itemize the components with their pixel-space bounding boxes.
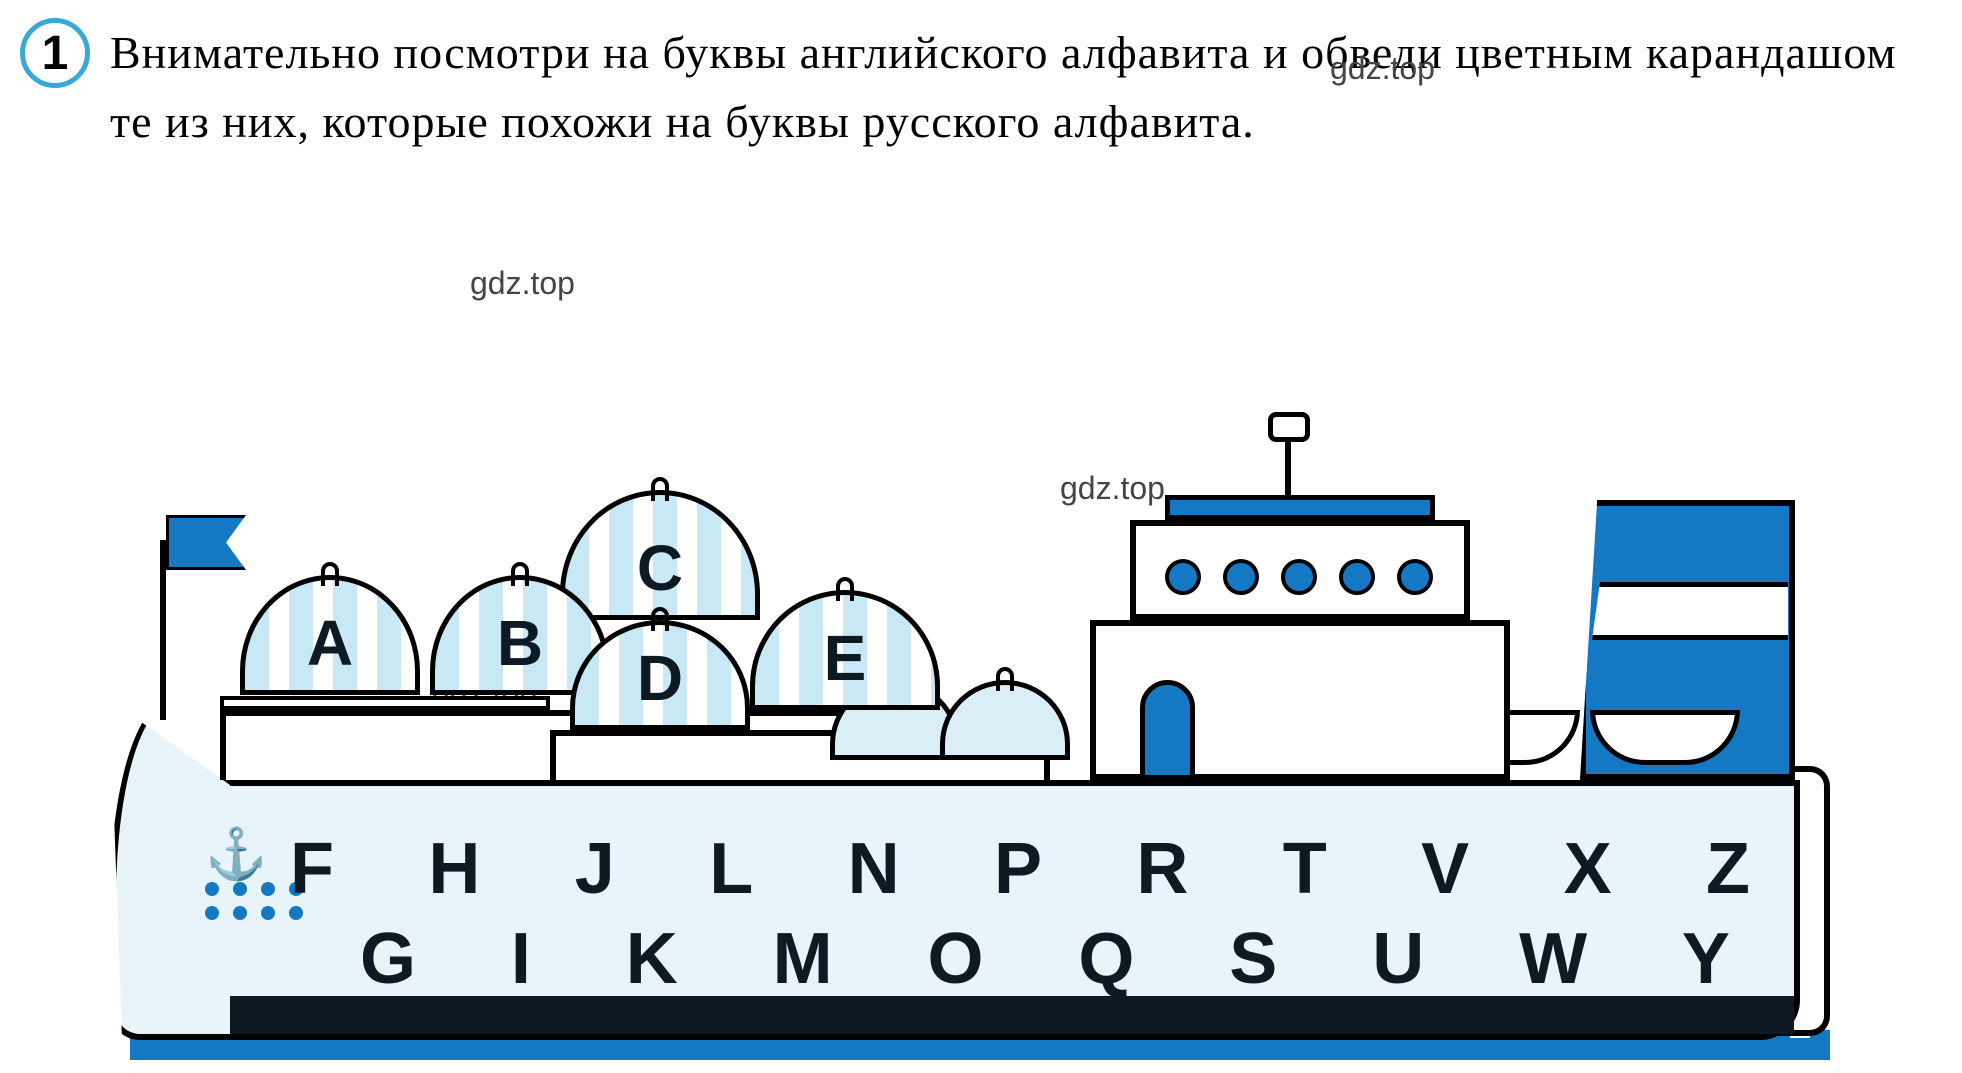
letter: Z	[1706, 828, 1750, 910]
letter: J	[575, 828, 615, 910]
cargo-dome	[940, 680, 1070, 760]
letter: L	[709, 828, 753, 910]
letter: Y	[1682, 918, 1730, 1000]
letter: D	[637, 641, 683, 715]
letter: T	[1283, 828, 1327, 910]
port-holes	[205, 882, 303, 920]
instruction-text: Внимательно посмотри на буквы английског…	[110, 18, 1922, 156]
letter: Q	[1078, 918, 1134, 1000]
hull	[150, 780, 1800, 1040]
flagpole	[160, 540, 166, 720]
watermark: gdz.top	[470, 265, 575, 302]
alphabet-row-bottom: G I K M O Q S U W Y	[360, 918, 1730, 1000]
letter: V	[1421, 828, 1469, 910]
exercise-number-badge: 1	[20, 18, 90, 88]
letter: N	[848, 828, 900, 910]
radar	[1268, 412, 1310, 442]
letter: B	[497, 606, 543, 680]
letter: O	[928, 918, 984, 1000]
letter: P	[994, 828, 1042, 910]
ship-illustration: ⚓ F H J L N P R T V X Z G I K M O Q S U …	[130, 380, 1830, 1060]
letter: W	[1519, 918, 1587, 1000]
letter: I	[511, 918, 531, 1000]
cargo-watermelon: A	[240, 575, 420, 695]
bridge-windows	[1165, 559, 1433, 595]
letter: C	[637, 531, 683, 605]
letter: S	[1229, 918, 1277, 1000]
letter: H	[428, 828, 480, 910]
letter: K	[626, 918, 678, 1000]
letter: U	[1372, 918, 1424, 1000]
alphabet-row-top: F H J L N P R T V X Z	[290, 828, 1750, 910]
funnel-stripe	[1588, 582, 1788, 640]
bridge-door	[1140, 680, 1195, 780]
flag	[166, 515, 246, 570]
ship-bridge	[1090, 500, 1510, 780]
anchor-icon: ⚓	[205, 825, 265, 885]
cargo-watermelon: E	[750, 590, 940, 710]
hull-bottom-stripe	[156, 996, 1794, 1034]
letter: A	[307, 606, 353, 680]
letter: F	[290, 828, 334, 910]
letter: E	[824, 621, 867, 695]
watermark: gdz.top	[1330, 50, 1435, 87]
letter: M	[773, 918, 833, 1000]
letter: G	[360, 918, 416, 1000]
cargo-platform	[220, 696, 550, 710]
bridge-roof	[1165, 495, 1435, 520]
cargo-watermelon: C	[560, 490, 760, 620]
letter: R	[1136, 828, 1188, 910]
radar-mast	[1285, 440, 1291, 495]
letter: X	[1564, 828, 1612, 910]
